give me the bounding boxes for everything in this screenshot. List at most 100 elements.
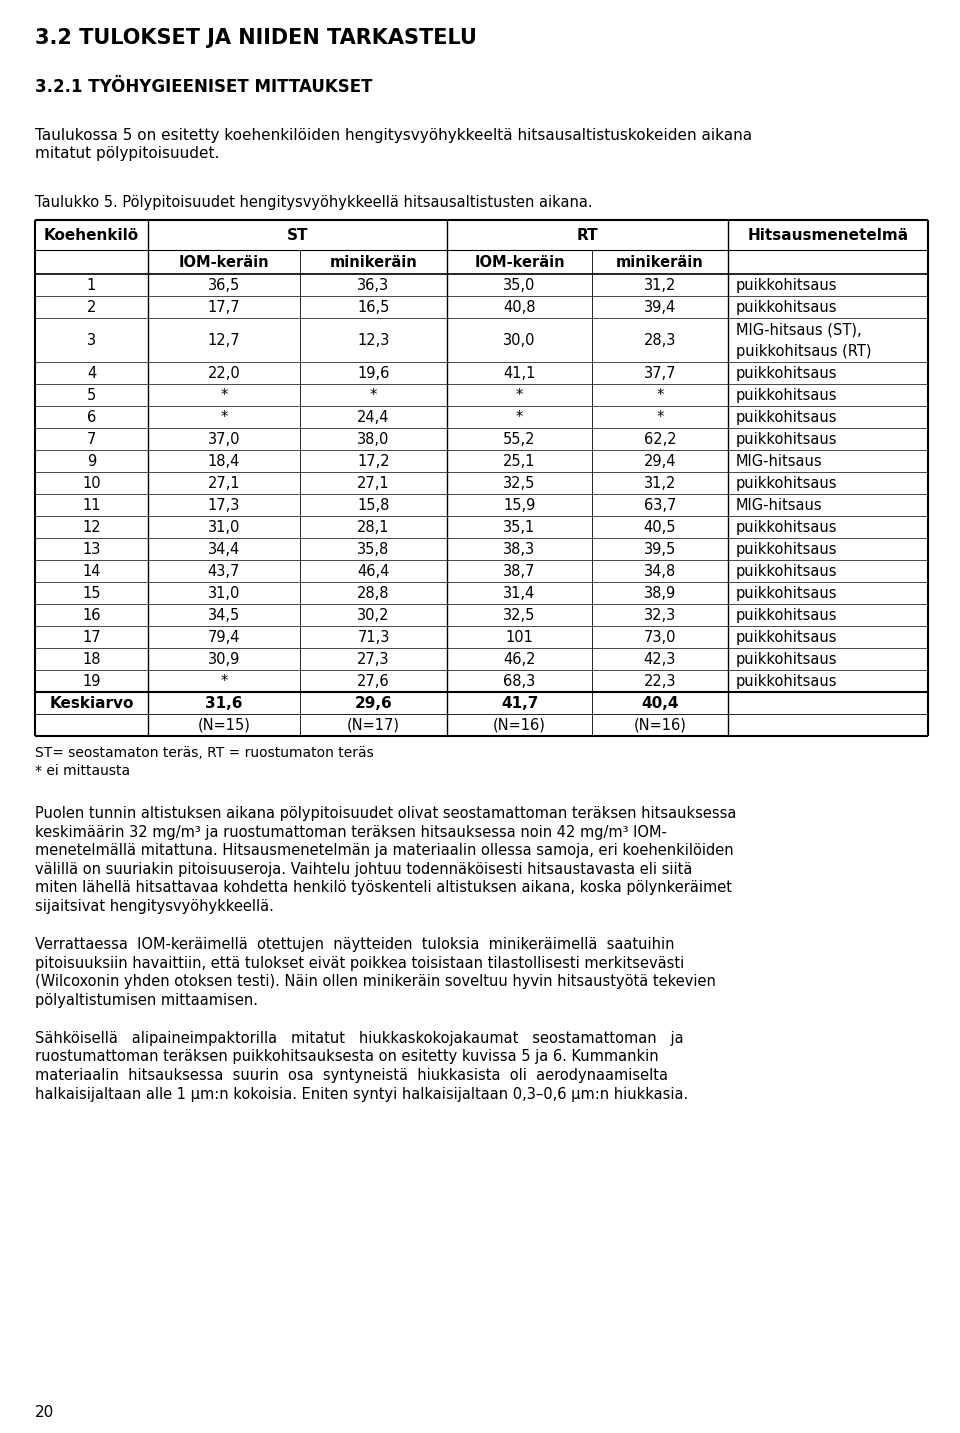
Text: puikkohitsaus: puikkohitsaus: [736, 387, 837, 403]
Text: 20: 20: [35, 1404, 55, 1420]
Text: 36,3: 36,3: [357, 278, 390, 292]
Text: 11: 11: [83, 497, 101, 513]
Text: 101: 101: [506, 629, 534, 645]
Text: 32,3: 32,3: [644, 608, 676, 622]
Text: pölyaltistumisen mittaamisen.: pölyaltistumisen mittaamisen.: [35, 993, 258, 1007]
Text: 34,4: 34,4: [208, 542, 240, 556]
Text: *: *: [657, 410, 663, 424]
Text: puikkohitsaus: puikkohitsaus: [736, 542, 837, 556]
Text: 12,7: 12,7: [207, 332, 240, 347]
Text: 79,4: 79,4: [207, 629, 240, 645]
Text: 40,8: 40,8: [503, 299, 536, 314]
Text: 40,4: 40,4: [641, 695, 679, 711]
Text: keskimäärin 32 mg/m³ ja ruostumattoman teräksen hitsauksessa noin 42 mg/m³ IOM-: keskimäärin 32 mg/m³ ja ruostumattoman t…: [35, 824, 667, 840]
Text: puikkohitsaus: puikkohitsaus: [736, 431, 837, 447]
Text: 31,6: 31,6: [205, 695, 243, 711]
Text: 55,2: 55,2: [503, 431, 536, 447]
Text: puikkohitsaus: puikkohitsaus: [736, 278, 837, 292]
Text: 32,5: 32,5: [503, 608, 536, 622]
Text: puikkohitsaus: puikkohitsaus: [736, 563, 837, 579]
Text: 16,5: 16,5: [357, 299, 390, 314]
Text: 18: 18: [83, 652, 101, 666]
Text: 24,4: 24,4: [357, 410, 390, 424]
Text: 68,3: 68,3: [503, 674, 536, 688]
Text: 38,7: 38,7: [503, 563, 536, 579]
Text: 27,1: 27,1: [357, 476, 390, 490]
Text: 22,3: 22,3: [644, 674, 676, 688]
Text: 31,4: 31,4: [503, 586, 536, 600]
Text: 17: 17: [83, 629, 101, 645]
Text: 30,0: 30,0: [503, 332, 536, 347]
Text: 3.2.1 TYÖHYGIEENISET MITTAUKSET: 3.2.1 TYÖHYGIEENISET MITTAUKSET: [35, 77, 372, 96]
Text: menetelmällä mitattuna. Hitsausmenetelmän ja materiaalin ollessa samoja, eri koe: menetelmällä mitattuna. Hitsausmenetelmä…: [35, 843, 733, 858]
Text: puikkohitsaus: puikkohitsaus: [736, 299, 837, 314]
Text: 36,5: 36,5: [208, 278, 240, 292]
Text: 18,4: 18,4: [207, 453, 240, 469]
Text: 38,0: 38,0: [357, 431, 390, 447]
Text: 13: 13: [83, 542, 101, 556]
Text: 10: 10: [83, 476, 101, 490]
Text: 27,3: 27,3: [357, 652, 390, 666]
Text: (N=16): (N=16): [493, 718, 546, 732]
Text: 4: 4: [86, 365, 96, 381]
Text: 63,7: 63,7: [644, 497, 676, 513]
Text: 28,3: 28,3: [644, 332, 676, 347]
Text: MIG-hitsaus: MIG-hitsaus: [736, 497, 823, 513]
Text: 27,1: 27,1: [207, 476, 240, 490]
Text: 22,0: 22,0: [207, 365, 240, 381]
Text: *: *: [220, 387, 228, 403]
Text: (N=16): (N=16): [634, 718, 686, 732]
Text: 31,0: 31,0: [207, 586, 240, 600]
Text: 6: 6: [86, 410, 96, 424]
Text: (N=17): (N=17): [347, 718, 400, 732]
Text: 34,8: 34,8: [644, 563, 676, 579]
Text: 28,8: 28,8: [357, 586, 390, 600]
Text: 71,3: 71,3: [357, 629, 390, 645]
Text: 38,3: 38,3: [503, 542, 536, 556]
Text: minikeräin: minikeräin: [616, 255, 704, 269]
Text: ST= seostamaton teräs, RT = ruostumaton teräs: ST= seostamaton teräs, RT = ruostumaton …: [35, 747, 373, 759]
Text: 39,5: 39,5: [644, 542, 676, 556]
Text: (Wilcoxonin yhden otoksen testi). Näin ollen minikeräin soveltuu hyvin hitsausty: (Wilcoxonin yhden otoksen testi). Näin o…: [35, 974, 716, 989]
Text: 38,9: 38,9: [644, 586, 676, 600]
Text: 41,1: 41,1: [503, 365, 536, 381]
Text: puikkohitsaus: puikkohitsaus: [736, 365, 837, 381]
Text: 35,8: 35,8: [357, 542, 390, 556]
Text: puikkohitsaus: puikkohitsaus: [736, 520, 837, 535]
Text: 12: 12: [83, 520, 101, 535]
Text: *: *: [516, 410, 523, 424]
Text: 17,3: 17,3: [207, 497, 240, 513]
Text: 2: 2: [86, 299, 96, 314]
Text: 7: 7: [86, 431, 96, 447]
Text: Koehenkilö: Koehenkilö: [44, 228, 139, 242]
Text: 27,6: 27,6: [357, 674, 390, 688]
Text: 19: 19: [83, 674, 101, 688]
Text: 1: 1: [86, 278, 96, 292]
Text: pitoisuuksiin havaittiin, että tulokset eivät poikkea toisistaan tilastollisesti: pitoisuuksiin havaittiin, että tulokset …: [35, 956, 684, 970]
Text: 31,2: 31,2: [644, 278, 676, 292]
Text: 34,5: 34,5: [208, 608, 240, 622]
Text: *: *: [657, 387, 663, 403]
Text: puikkohitsaus: puikkohitsaus: [736, 476, 837, 490]
Text: ruostumattoman teräksen puikkohitsauksesta on esitetty kuvissa 5 ja 6. Kummankin: ruostumattoman teräksen puikkohitsaukses…: [35, 1049, 659, 1065]
Text: materiaalin  hitsauksessa  suurin  osa  syntyneistä  hiukkasista  oli  aerodynaa: materiaalin hitsauksessa suurin osa synt…: [35, 1068, 668, 1083]
Text: mitatut pölypitoisuudet.: mitatut pölypitoisuudet.: [35, 146, 220, 160]
Text: 28,1: 28,1: [357, 520, 390, 535]
Text: 37,7: 37,7: [644, 365, 676, 381]
Text: ST: ST: [287, 228, 308, 242]
Text: Hitsausmenetelmä: Hitsausmenetelmä: [748, 228, 908, 242]
Text: Verrattaessa  IOM-keräimellä  otettujen  näytteiden  tuloksia  minikeräimellä  s: Verrattaessa IOM-keräimellä otettujen nä…: [35, 937, 675, 952]
Text: 16: 16: [83, 608, 101, 622]
Text: 3: 3: [87, 332, 96, 347]
Text: 32,5: 32,5: [503, 476, 536, 490]
Text: 25,1: 25,1: [503, 453, 536, 469]
Text: 29,6: 29,6: [354, 695, 393, 711]
Text: puikkohitsaus: puikkohitsaus: [736, 608, 837, 622]
Text: 37,0: 37,0: [207, 431, 240, 447]
Text: 39,4: 39,4: [644, 299, 676, 314]
Text: 30,2: 30,2: [357, 608, 390, 622]
Text: 17,2: 17,2: [357, 453, 390, 469]
Text: Sähköisellä   alipaineimpaktorilla   mitatut   hiukkaskokojakaumat   seostamatto: Sähköisellä alipaineimpaktorilla mitatut…: [35, 1030, 684, 1046]
Text: 46,2: 46,2: [503, 652, 536, 666]
Text: 5: 5: [86, 387, 96, 403]
